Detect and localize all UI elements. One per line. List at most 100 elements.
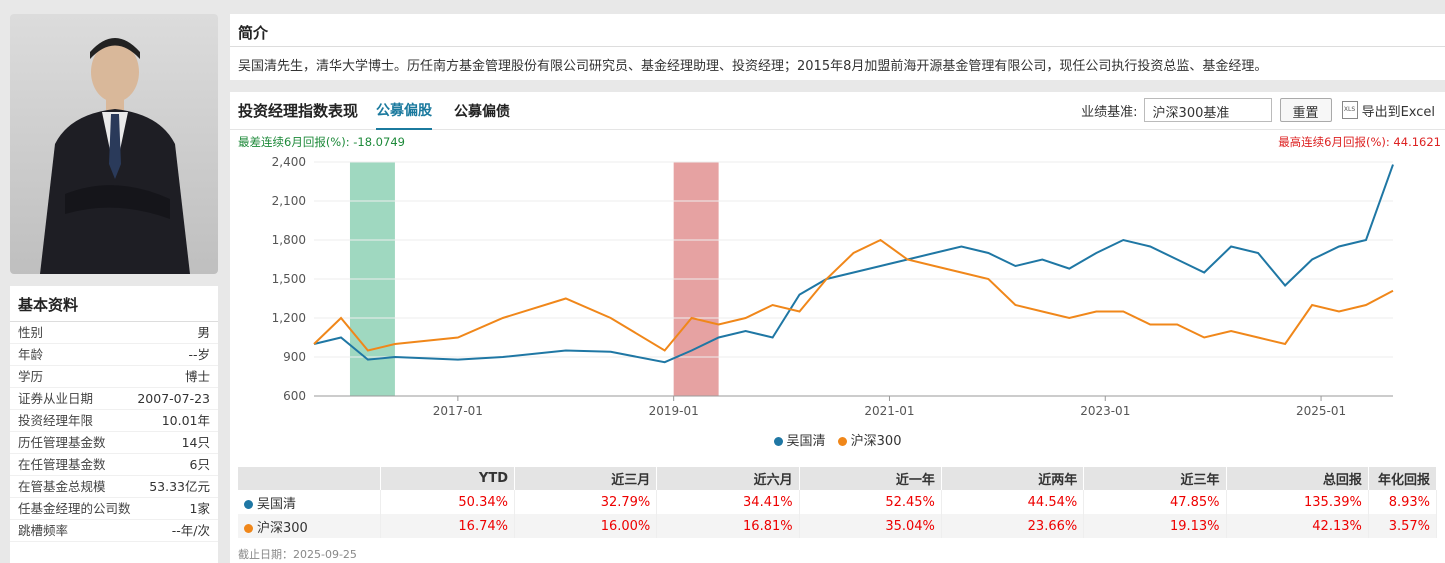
profile-row: 跳槽频率 --年/次 bbox=[10, 520, 218, 542]
table-cell: 34.41% bbox=[656, 490, 800, 514]
table-row: 沪深300 16.74% 16.00% 16.81% 35.04% 23.66% 19.13… bbox=[238, 514, 1438, 538]
table-cell: 8.93% bbox=[1368, 490, 1438, 514]
y-tick-label: 1,800 bbox=[272, 233, 306, 247]
table-header[interactable]: 年化回报 bbox=[1368, 467, 1438, 490]
basic-info-panel: 基本资料 性别 男年龄 --岁学历 博士证券从业日期 2007-07-23 投资经理年限 1… bbox=[10, 286, 218, 563]
manager-photo bbox=[10, 14, 218, 274]
profile-row: 性别 男 bbox=[10, 322, 218, 344]
worst-6m-return: 最差连续6月回报(%): -18.0749 bbox=[238, 135, 405, 149]
performance-toolbar: 投资经理指数表现 公募偏股 公募偏债 业绩基准: 沪深300基准 重置 XLS … bbox=[230, 92, 1445, 130]
benchmark-select[interactable]: 沪深300基准 bbox=[1143, 98, 1272, 122]
basic-info-title: 基本资料 bbox=[10, 286, 218, 322]
chart-legend: 吴国清 沪深300 bbox=[230, 430, 1445, 449]
performance-chart: 600 900 1,200 1,500 1,800 2,100 2,400 2017-01 20… bbox=[272, 155, 1394, 418]
profile-row: 证券从业日期 2007-07-23 bbox=[10, 388, 218, 410]
performance-panel: 投资经理指数表现 公募偏股 公募偏债 业绩基准: 沪深300基准 重置 XLS … bbox=[230, 92, 1445, 563]
profile-row: 历任管理基金数 14只 bbox=[10, 432, 218, 454]
table-cell: 42.13% bbox=[1226, 514, 1369, 538]
table-cell: 32.79% bbox=[514, 490, 658, 514]
table-header[interactable]: 近三年 bbox=[1083, 467, 1227, 490]
table-header[interactable]: 近一年 bbox=[799, 467, 942, 490]
profile-row: 在任管理基金数 6只 bbox=[10, 454, 218, 476]
profile-key: 学历 bbox=[18, 369, 44, 384]
table-cell: 23.66% bbox=[941, 514, 1085, 538]
row-label: 吴国清 bbox=[257, 496, 297, 512]
profile-value: 10.01年 bbox=[161, 413, 210, 428]
y-tick-label: 900 bbox=[283, 350, 306, 364]
y-tick-label: 1,500 bbox=[272, 272, 306, 286]
benchmark-label: 业绩基准: bbox=[1081, 104, 1138, 120]
returns-table: YTD 近三月 近六月 近一年 近两年 近三年 总回报 年化回报 吴国清 50.34% 32.79… bbox=[238, 467, 1438, 538]
x-tick-label: 2017-01 bbox=[433, 404, 483, 418]
profile-value: 男 bbox=[197, 325, 210, 340]
table-header[interactable] bbox=[238, 467, 381, 490]
table-cell: 135.39% bbox=[1226, 490, 1369, 514]
table-cell: 50.34% bbox=[380, 490, 515, 514]
legend-item-index[interactable]: 沪深300 bbox=[837, 434, 901, 449]
profile-key: 年龄 bbox=[18, 347, 44, 362]
profile-value: 博士 bbox=[184, 369, 210, 384]
row-name: 沪深300 bbox=[238, 514, 381, 538]
x-tick-label: 2021-01 bbox=[864, 404, 914, 418]
tab-equity[interactable]: 公募偏股 bbox=[376, 92, 433, 130]
profile-key: 投资经理年限 bbox=[18, 413, 94, 428]
intro-text: 吴国清先生，清华大学博士。历任南方基金管理股份有限公司研究员、基金经理助理、投资… bbox=[238, 59, 1268, 74]
table-header[interactable]: 近六月 bbox=[656, 467, 800, 490]
row-name: 吴国清 bbox=[238, 490, 381, 514]
table-cell: 44.54% bbox=[941, 490, 1085, 514]
profile-value: --岁 bbox=[188, 347, 210, 362]
export-label: 导出到Excel bbox=[1361, 104, 1435, 120]
series-line-1 bbox=[313, 238, 1394, 352]
x-tick-label: 2023-01 bbox=[1080, 404, 1130, 418]
profile-value: --年/次 bbox=[171, 523, 210, 538]
x-tick-label: 2025-01 bbox=[1296, 404, 1346, 418]
profile-row: 在管基金总规模 53.33亿元 bbox=[10, 476, 218, 498]
profile-row: 学历 博士 bbox=[10, 366, 218, 388]
table-cell: 52.45% bbox=[799, 490, 942, 514]
profile-key: 性别 bbox=[18, 325, 44, 340]
profile-key: 跳槽频率 bbox=[18, 523, 69, 538]
table-cell: 47.85% bbox=[1083, 490, 1227, 514]
xls-icon: XLS bbox=[1341, 101, 1358, 119]
export-excel-button[interactable]: XLS 导出到Excel bbox=[1341, 101, 1435, 120]
profile-row: 任基金经理的公司数 1家 bbox=[10, 498, 218, 520]
as-of-date: 截止日期：2025-09-25 bbox=[238, 548, 357, 561]
x-tick-label: 2019-01 bbox=[649, 404, 699, 418]
table-header[interactable]: 近三月 bbox=[514, 467, 658, 490]
series-line-0 bbox=[313, 164, 1394, 364]
y-tick-label: 2,100 bbox=[272, 194, 306, 208]
legend-item-manager[interactable]: 吴国清 bbox=[773, 434, 826, 449]
profile-row: 投资经理年限 10.01年 bbox=[10, 410, 218, 432]
table-cell: 16.74% bbox=[380, 514, 515, 538]
profile-key: 在管基金总规模 bbox=[18, 479, 106, 494]
manager-portrait-image bbox=[40, 38, 190, 274]
table-cell: 16.81% bbox=[656, 514, 800, 538]
performance-title: 投资经理指数表现 bbox=[238, 102, 359, 120]
profile-key: 历任管理基金数 bbox=[18, 435, 106, 450]
row-label: 沪深300 bbox=[257, 520, 308, 536]
profile-value: 2007-07-23 bbox=[137, 391, 210, 406]
profile-value: 14只 bbox=[181, 435, 210, 450]
y-tick-label: 2,400 bbox=[272, 155, 306, 169]
table-cell: 16.00% bbox=[514, 514, 658, 538]
tab-bond[interactable]: 公募偏债 bbox=[454, 103, 511, 120]
table-cell: 35.04% bbox=[799, 514, 942, 538]
series-dot bbox=[244, 499, 253, 509]
table-row: 吴国清 50.34% 32.79% 34.41% 52.45% 44.54% 47.85% 1… bbox=[238, 490, 1438, 514]
intro-panel: 简介 吴国清先生，清华大学博士。历任南方基金管理股份有限公司研究员、基金经理助理… bbox=[230, 14, 1445, 80]
y-tick-label: 600 bbox=[283, 389, 306, 403]
profile-value: 1家 bbox=[189, 501, 210, 516]
table-header[interactable]: YTD bbox=[380, 467, 515, 490]
table-cell: 3.57% bbox=[1368, 514, 1438, 538]
table-header[interactable]: 近两年 bbox=[941, 467, 1085, 490]
profile-row: 年龄 --岁 bbox=[10, 344, 218, 366]
y-tick-label: 1,200 bbox=[272, 311, 306, 325]
best-6m-return: 最高连续6月回报(%): 44.1621 bbox=[1278, 135, 1441, 149]
profile-key: 在任管理基金数 bbox=[18, 457, 106, 472]
table-cell: 19.13% bbox=[1083, 514, 1227, 538]
reset-button[interactable]: 重置 bbox=[1279, 98, 1332, 122]
profile-value: 6只 bbox=[189, 457, 210, 472]
table-header[interactable]: 总回报 bbox=[1226, 467, 1369, 490]
profile-value: 53.33亿元 bbox=[149, 479, 210, 494]
series-dot bbox=[244, 523, 253, 533]
